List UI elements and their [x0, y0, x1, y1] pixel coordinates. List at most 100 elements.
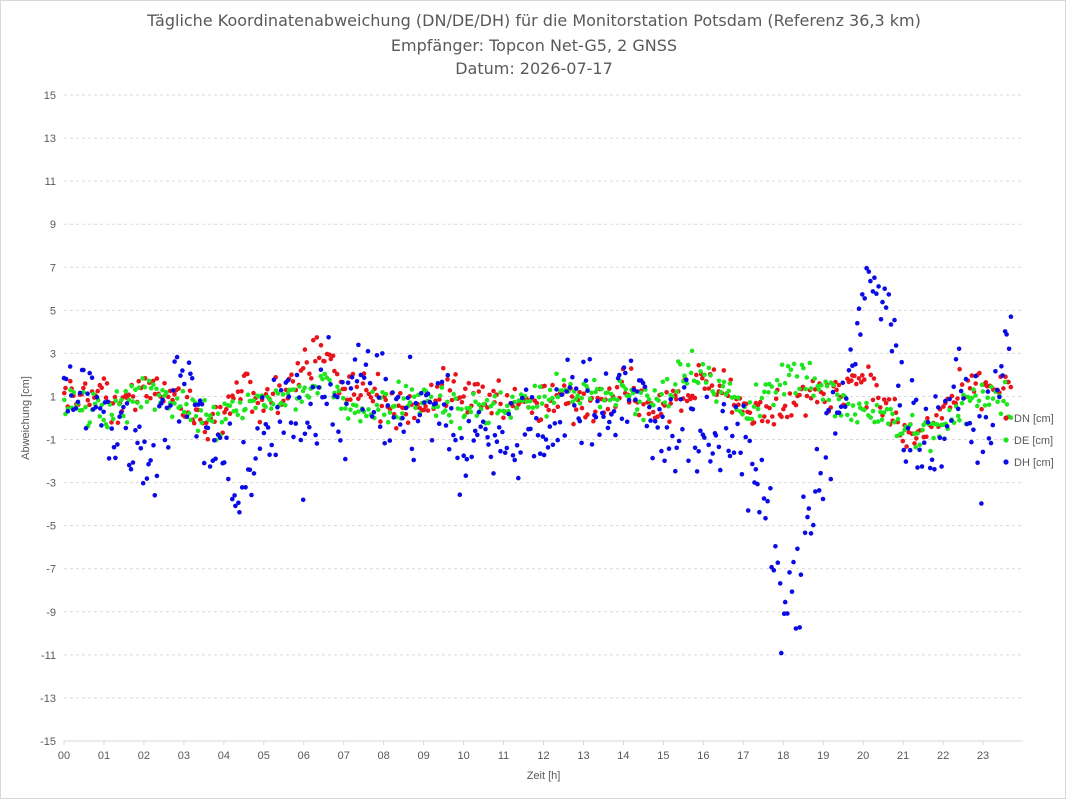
data-point — [419, 390, 424, 396]
data-point — [352, 357, 358, 362]
data-point — [856, 376, 862, 381]
data-point — [868, 372, 874, 378]
data-point — [967, 386, 973, 391]
data-point — [595, 398, 600, 404]
data-point — [174, 396, 180, 401]
data-point — [235, 412, 240, 418]
data-point — [265, 425, 271, 430]
data-point — [455, 455, 460, 461]
data-point — [550, 395, 555, 401]
data-point — [326, 335, 331, 340]
data-point — [342, 386, 348, 392]
data-point — [361, 375, 367, 381]
y-tick-label: -15 — [40, 736, 56, 748]
y-tick-label: -13 — [40, 693, 56, 705]
data-point — [68, 387, 73, 393]
data-point — [913, 397, 919, 403]
data-point — [1004, 332, 1009, 337]
data-point — [263, 422, 269, 427]
data-point — [360, 407, 365, 412]
data-point — [747, 400, 753, 405]
data-point — [148, 458, 153, 463]
x-tick-label: 18 — [777, 750, 789, 762]
data-point — [275, 404, 280, 410]
data-point — [684, 381, 690, 386]
data-point — [678, 397, 683, 402]
data-point — [524, 399, 529, 404]
data-point — [866, 269, 872, 274]
data-point — [551, 408, 557, 414]
data-point — [768, 486, 773, 491]
data-point — [573, 407, 579, 412]
data-point — [623, 387, 629, 392]
data-point — [396, 379, 401, 385]
data-point — [997, 394, 1002, 400]
data-point — [617, 372, 622, 378]
data-point — [496, 425, 502, 430]
data-point — [961, 396, 966, 401]
data-point — [251, 398, 257, 403]
data-point — [253, 405, 258, 411]
data-point — [63, 385, 68, 391]
data-point — [243, 406, 248, 412]
data-point — [473, 399, 478, 405]
data-point — [492, 433, 498, 438]
data-point — [566, 400, 571, 406]
data-point — [777, 382, 783, 388]
data-point — [638, 390, 644, 396]
data-point — [519, 395, 525, 401]
data-point — [883, 400, 889, 406]
data-point — [670, 433, 675, 439]
data-point — [341, 395, 346, 401]
data-point — [126, 397, 132, 403]
data-point — [146, 378, 152, 384]
data-point — [607, 419, 612, 425]
data-point — [114, 389, 120, 394]
data-point — [330, 353, 336, 359]
data-point — [297, 395, 302, 400]
data-point — [773, 544, 778, 549]
data-point — [227, 421, 233, 426]
data-point — [81, 385, 86, 391]
data-point — [726, 448, 731, 454]
data-point — [385, 403, 391, 408]
data-point — [204, 412, 209, 418]
data-point — [872, 419, 877, 425]
data-point — [451, 391, 457, 397]
data-point — [227, 403, 233, 409]
data-point — [575, 393, 580, 399]
data-point — [667, 419, 672, 425]
data-point — [370, 398, 376, 404]
data-point — [461, 453, 467, 459]
data-point — [463, 386, 468, 392]
data-point — [879, 417, 885, 423]
data-point — [977, 414, 982, 419]
data-point — [803, 413, 808, 418]
data-point — [866, 364, 871, 370]
data-point — [234, 380, 239, 385]
data-point — [696, 449, 701, 454]
data-point — [855, 320, 860, 326]
data-point — [154, 376, 160, 381]
data-point — [650, 455, 655, 461]
data-point — [115, 420, 121, 426]
data-point — [514, 443, 520, 448]
data-point — [932, 467, 937, 472]
data-point — [275, 410, 281, 416]
data-point — [288, 420, 294, 426]
data-point — [248, 379, 253, 385]
data-point — [392, 403, 398, 409]
data-point — [464, 456, 470, 462]
data-point — [874, 402, 880, 408]
data-point — [137, 424, 142, 430]
data-point — [371, 409, 377, 415]
chart-subtitle-receiver: Empfänger: Topcon Net-G5, 2 GNSS — [390, 36, 678, 55]
data-point — [544, 414, 549, 419]
data-point — [765, 498, 770, 504]
data-point — [512, 457, 517, 463]
data-point — [89, 375, 95, 381]
data-point — [245, 371, 250, 377]
data-point — [87, 420, 92, 425]
data-point — [186, 411, 192, 416]
data-point — [789, 589, 795, 594]
